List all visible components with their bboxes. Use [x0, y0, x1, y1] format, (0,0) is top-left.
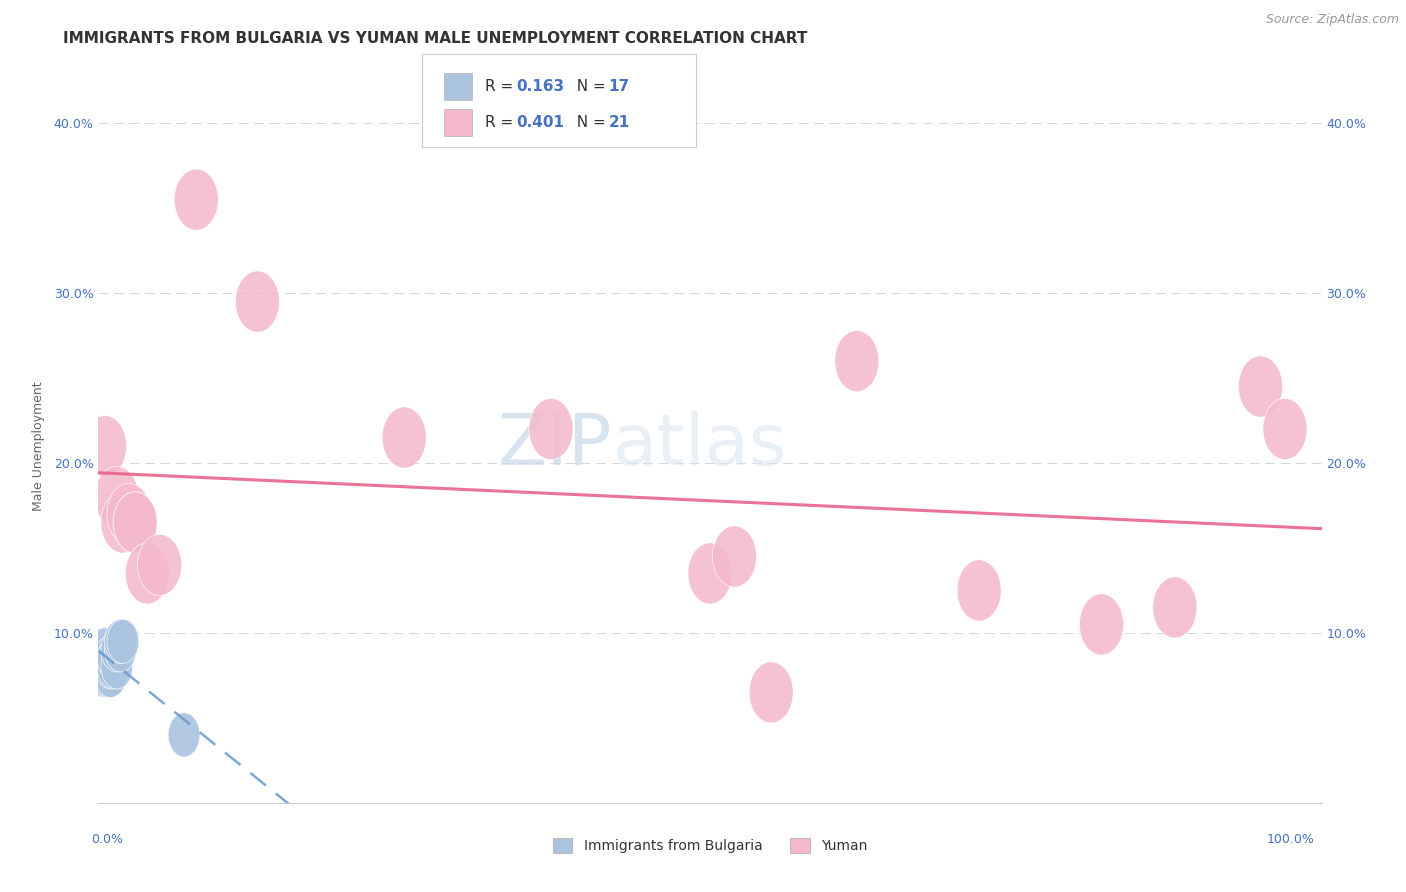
Circle shape	[89, 636, 121, 681]
Circle shape	[112, 491, 157, 553]
Circle shape	[1153, 577, 1197, 638]
Circle shape	[107, 483, 150, 544]
Circle shape	[101, 645, 132, 689]
Circle shape	[93, 653, 124, 698]
Circle shape	[97, 636, 129, 681]
Circle shape	[138, 534, 181, 596]
Circle shape	[94, 636, 125, 681]
Text: 17: 17	[609, 79, 630, 94]
Circle shape	[169, 713, 200, 757]
Text: Source: ZipAtlas.com: Source: ZipAtlas.com	[1265, 13, 1399, 27]
Circle shape	[94, 467, 139, 527]
Text: R =: R =	[485, 79, 519, 94]
Circle shape	[94, 645, 127, 689]
Circle shape	[529, 399, 574, 459]
Text: 100.0%: 100.0%	[1267, 833, 1315, 846]
Text: IMMIGRANTS FROM BULGARIA VS YUMAN MALE UNEMPLOYMENT CORRELATION CHART: IMMIGRANTS FROM BULGARIA VS YUMAN MALE U…	[63, 31, 807, 46]
Text: ZIP: ZIP	[498, 411, 612, 481]
Circle shape	[89, 628, 121, 672]
Legend: Immigrants from Bulgaria, Yuman: Immigrants from Bulgaria, Yuman	[546, 831, 875, 860]
Circle shape	[125, 543, 169, 604]
Text: 21: 21	[609, 115, 630, 129]
Circle shape	[104, 619, 136, 664]
Circle shape	[174, 169, 218, 230]
Circle shape	[382, 407, 426, 468]
Text: N =: N =	[567, 79, 610, 94]
Circle shape	[89, 653, 121, 698]
Circle shape	[112, 491, 157, 553]
Circle shape	[688, 543, 733, 604]
Circle shape	[93, 645, 124, 689]
Text: atlas: atlas	[612, 411, 786, 481]
Circle shape	[94, 653, 127, 698]
Circle shape	[749, 662, 793, 723]
Circle shape	[107, 619, 139, 664]
Text: 0.163: 0.163	[516, 79, 564, 94]
Circle shape	[101, 628, 132, 672]
Circle shape	[89, 645, 121, 689]
Text: R =: R =	[485, 115, 519, 129]
Circle shape	[957, 560, 1001, 621]
Circle shape	[1239, 356, 1282, 417]
Circle shape	[835, 330, 879, 392]
Circle shape	[713, 526, 756, 587]
Circle shape	[101, 491, 145, 553]
Circle shape	[1263, 399, 1308, 459]
Y-axis label: Male Unemployment: Male Unemployment	[32, 381, 45, 511]
Text: 0.401: 0.401	[516, 115, 564, 129]
Circle shape	[83, 416, 127, 476]
Circle shape	[104, 628, 136, 672]
Circle shape	[97, 645, 129, 689]
Text: 0.0%: 0.0%	[91, 833, 124, 846]
Circle shape	[1080, 594, 1123, 655]
Text: N =: N =	[567, 115, 610, 129]
Circle shape	[235, 271, 280, 332]
